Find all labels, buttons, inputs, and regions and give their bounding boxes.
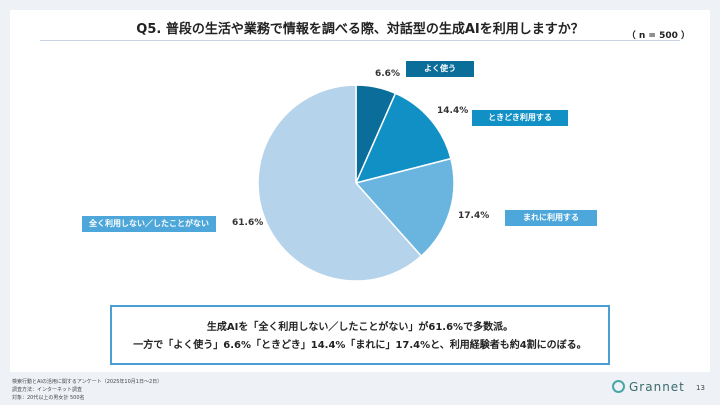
brand-logo: Grannet [612, 380, 685, 394]
page-number: 13 [696, 384, 705, 392]
footnote-line-2: 調査方法：インターネット調査 [12, 387, 83, 393]
footnote-line-1: 検索行動とAIの活用に関するアンケート（2025年10月1日〜2日） [12, 379, 163, 385]
summary-line-1: 生成AIを「全く利用しない／したことがない」が61.6%で多数派。 [206, 322, 514, 333]
logo-text: Grannet [629, 380, 685, 394]
legend-tag-never: 全く利用しない／したことがない [82, 216, 216, 232]
logo-mark-icon [612, 380, 625, 393]
pct-label-rarely: 17.4% [458, 211, 490, 221]
summary-line-2: 一方で「よく使う」6.6%「ときどき」14.4%「まれに」17.4%と、利用経験… [133, 340, 587, 351]
survey-footnote: 検索行動とAIの活用に関するアンケート（2025年10月1日〜2日） 調査方法：… [12, 378, 162, 402]
pct-label-often: 6.6% [375, 69, 400, 79]
pct-label-sometimes: 14.4% [437, 106, 469, 116]
summary-box: 生成AIを「全く利用しない／したことがない」が61.6%で多数派。 一方で「よく… [110, 305, 610, 365]
footnote-line-3: 対象：20代以上の男女計 500名 [12, 395, 85, 401]
pct-label-never: 61.6% [232, 218, 264, 228]
pie-slice-rarely [354, 157, 455, 258]
pie-slice-never [257, 84, 423, 282]
sample-size: （ n = 500 ） [626, 31, 690, 41]
legend-tag-sometimes: ときどき利用する [472, 110, 568, 126]
title-divider [40, 40, 680, 41]
pie-slice-sometimes [354, 92, 452, 185]
page-title: Q5. 普段の生活や業務で情報を調べる際、対話型の生成AIを利用しますか？ [136, 22, 584, 37]
legend-tag-often: よく使う [406, 61, 474, 77]
legend-tag-rarely: まれに利用する [505, 210, 597, 226]
